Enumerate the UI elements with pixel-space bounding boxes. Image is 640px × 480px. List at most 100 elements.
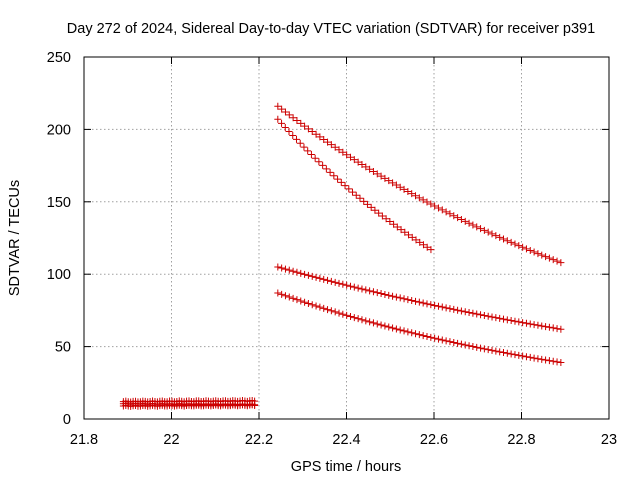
data-point — [557, 259, 565, 267]
data-point — [389, 292, 397, 300]
data-point — [492, 232, 500, 240]
data-point — [385, 323, 393, 331]
data-point — [312, 130, 320, 138]
data-point — [389, 179, 397, 187]
data-point — [316, 133, 324, 141]
data-point — [289, 114, 297, 122]
data-point — [341, 182, 349, 190]
data-point — [412, 236, 420, 244]
data-point — [289, 267, 297, 275]
data-point — [315, 158, 323, 166]
data-point — [427, 246, 435, 254]
data-point — [450, 305, 458, 313]
data-point — [503, 237, 511, 245]
data-point — [358, 316, 366, 324]
data-point — [438, 336, 446, 344]
data-point — [296, 139, 304, 147]
data-point — [335, 309, 343, 317]
data-point — [396, 183, 404, 191]
data-point — [377, 290, 385, 298]
data-point — [553, 325, 561, 333]
data-point — [488, 230, 496, 238]
data-point — [446, 210, 454, 218]
data-point — [545, 357, 553, 365]
data-point — [519, 352, 527, 360]
y-tick-label: 50 — [55, 340, 71, 356]
data-point — [278, 105, 286, 113]
data-point — [392, 181, 400, 189]
data-point — [469, 343, 477, 351]
data-point — [366, 165, 374, 173]
data-point — [390, 220, 398, 228]
data-point — [492, 314, 500, 322]
data-point — [423, 198, 431, 206]
data-point — [538, 355, 546, 363]
data-point — [381, 290, 389, 298]
data-point — [274, 102, 282, 110]
data-point — [427, 333, 435, 341]
data-point — [450, 338, 458, 346]
data-point — [373, 289, 381, 297]
data-point — [404, 188, 412, 196]
data-point — [434, 204, 442, 212]
data-point — [350, 283, 358, 291]
data-point — [373, 170, 381, 178]
data-point — [350, 314, 358, 322]
data-point — [431, 334, 439, 342]
data-point — [346, 153, 354, 161]
data-point — [301, 122, 309, 130]
data-point — [371, 206, 379, 214]
data-point — [419, 299, 427, 307]
data-point — [308, 272, 316, 280]
data-point — [553, 257, 561, 265]
data-point — [408, 233, 416, 241]
data-point — [343, 281, 351, 289]
data-point — [289, 131, 297, 139]
data-point — [343, 311, 351, 319]
data-point — [278, 264, 286, 272]
data-point — [307, 151, 315, 159]
data-point — [423, 243, 431, 251]
data-point — [369, 288, 377, 296]
data-point — [389, 324, 397, 332]
data-point — [293, 268, 301, 276]
data-point — [534, 250, 542, 258]
data-point — [477, 225, 485, 233]
data-point — [312, 302, 320, 310]
data-point — [412, 297, 420, 305]
data-point — [285, 128, 293, 136]
data-point — [354, 315, 362, 323]
data-point — [400, 185, 408, 193]
data-point — [292, 135, 300, 143]
data-point — [358, 285, 366, 293]
data-point — [442, 337, 450, 345]
data-point — [461, 341, 469, 349]
data-point — [416, 238, 424, 246]
series-track-e — [274, 115, 435, 254]
data-point — [434, 335, 442, 343]
data-point — [322, 165, 330, 173]
data-point — [377, 172, 385, 180]
y-tick-labels: 0 50 100 150 200 250 — [47, 50, 71, 428]
data-point — [289, 294, 297, 302]
y-tick-label: 200 — [47, 122, 71, 138]
data-point — [499, 315, 507, 323]
series-track-g — [274, 289, 565, 367]
data-point — [511, 240, 519, 248]
data-point — [469, 221, 477, 229]
data-point — [356, 194, 364, 202]
data-point — [319, 161, 327, 169]
data-point — [385, 291, 393, 299]
data-point — [396, 294, 404, 302]
data-point — [522, 319, 530, 327]
data-point — [358, 160, 366, 168]
data-point — [465, 219, 473, 227]
data-point — [477, 344, 485, 352]
data-point — [457, 340, 465, 348]
data-point — [304, 125, 312, 133]
data-point — [324, 306, 332, 314]
series-track-c — [119, 401, 259, 410]
y-tick-label: 250 — [47, 50, 71, 66]
data-point — [362, 317, 370, 325]
